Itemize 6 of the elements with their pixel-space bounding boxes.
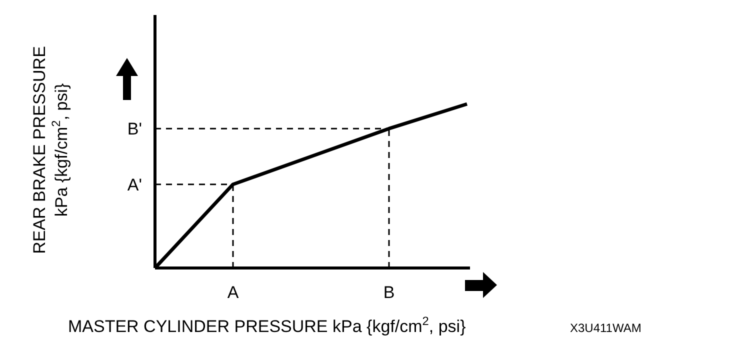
ref-line-label: A' — [127, 175, 142, 194]
ref-line-label: B' — [127, 120, 142, 139]
x-axis-title: MASTER CYLINDER PRESSURE kPa {kgf/cm$^{2}$, psi} — [68, 314, 466, 336]
text: X3U411WAM — [570, 321, 642, 335]
x-tick-label: A — [227, 283, 240, 302]
x-tick-label: B — [383, 283, 395, 302]
